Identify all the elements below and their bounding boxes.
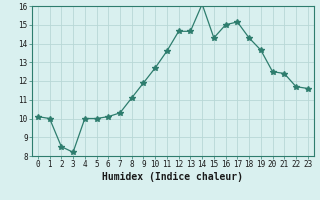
X-axis label: Humidex (Indice chaleur): Humidex (Indice chaleur)	[102, 172, 243, 182]
